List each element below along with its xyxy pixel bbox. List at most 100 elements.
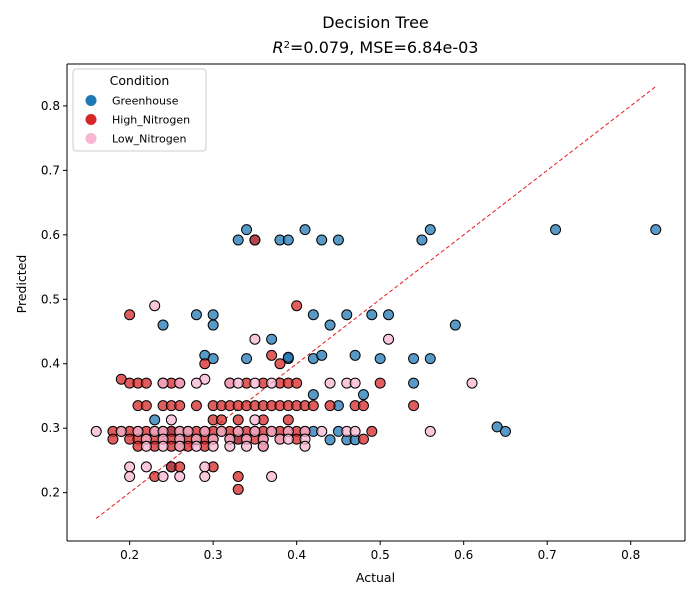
data-point — [107, 433, 119, 445]
chart-subtitle: R2=0.079, MSE=6.84e-03 — [273, 38, 479, 57]
data-point — [241, 224, 253, 236]
data-point — [357, 433, 369, 445]
x-tick-label: 0.8 — [621, 548, 640, 562]
data-point — [207, 353, 219, 365]
data-point — [408, 377, 420, 389]
data-point — [550, 224, 562, 236]
data-point — [174, 461, 186, 473]
data-point — [307, 400, 319, 412]
y-tick-label: 0.3 — [41, 421, 60, 435]
data-point — [357, 389, 369, 401]
data-point — [199, 358, 211, 370]
data-point — [282, 351, 294, 363]
data-point — [157, 377, 169, 389]
data-point — [357, 400, 369, 412]
data-point — [424, 224, 436, 236]
y-tick-label: 0.8 — [41, 99, 60, 113]
y-tick-label: 0.4 — [41, 357, 60, 371]
data-point — [249, 414, 261, 426]
data-point — [466, 377, 478, 389]
data-point — [266, 349, 278, 361]
data-point — [207, 440, 219, 452]
x-axis-label: Actual — [356, 570, 395, 585]
data-point — [491, 421, 503, 433]
data-point — [324, 400, 336, 412]
data-point — [650, 224, 662, 236]
data-point — [299, 224, 311, 236]
data-point — [174, 377, 186, 389]
data-point — [140, 461, 152, 473]
y-tick-label: 0.5 — [41, 292, 60, 306]
data-point — [207, 319, 219, 331]
legend-label-greenhouse: Greenhouse — [112, 95, 179, 108]
data-point — [182, 425, 194, 437]
data-point — [274, 358, 286, 370]
data-point — [241, 353, 253, 365]
data-point — [266, 425, 278, 437]
data-point — [190, 400, 202, 412]
data-point — [140, 400, 152, 412]
data-point — [316, 425, 328, 437]
subtitle-metrics: =0.079, MSE=6.84e-03 — [290, 38, 478, 57]
data-point — [316, 234, 328, 246]
data-point — [324, 319, 336, 331]
data-point — [499, 425, 511, 437]
data-point — [140, 440, 152, 452]
data-point — [199, 471, 211, 483]
legend-frame — [72, 68, 207, 152]
data-point — [165, 414, 177, 426]
x-tick-label: 0.3 — [204, 548, 223, 562]
y-tick-label: 0.2 — [41, 486, 60, 500]
x-tick-label: 0.7 — [538, 548, 557, 562]
data-point — [190, 440, 202, 452]
data-point — [241, 440, 253, 452]
data-point — [408, 400, 420, 412]
data-point — [124, 471, 136, 483]
data-point — [408, 353, 420, 365]
data-point — [232, 414, 244, 426]
data-point — [232, 377, 244, 389]
legend-marker-low-nitrogen — [85, 133, 97, 144]
data-point — [332, 234, 344, 246]
scatter-points — [90, 224, 662, 495]
data-point — [207, 309, 219, 321]
y-tick-label: 0.6 — [41, 228, 60, 242]
data-point — [266, 333, 278, 345]
data-point — [190, 309, 202, 321]
data-point — [90, 425, 102, 437]
data-point — [349, 377, 361, 389]
subtitle-r: R — [273, 38, 284, 57]
data-point — [249, 425, 261, 437]
legend-label-low-nitrogen: Low_Nitrogen — [112, 133, 187, 146]
data-point — [216, 414, 227, 426]
data-point — [174, 440, 186, 452]
data-point — [424, 353, 436, 365]
data-point — [174, 400, 186, 412]
data-point — [349, 425, 361, 437]
data-point — [291, 377, 303, 389]
data-point — [249, 377, 261, 389]
data-point — [174, 471, 186, 483]
data-point — [307, 389, 319, 401]
data-point — [124, 309, 136, 321]
data-point — [266, 471, 278, 483]
subtitle-superscript: 2 — [284, 40, 290, 51]
data-point — [366, 309, 378, 321]
data-point — [149, 414, 161, 426]
data-point — [349, 349, 361, 361]
axes-group: 0.2 0.3 0.4 0.5 0.6 0.7 0.8 0.2 0.3 0.4 0.5 0.6 0.7 0… — [41, 63, 686, 562]
legend-marker-greenhouse — [85, 95, 97, 106]
data-point — [232, 471, 244, 483]
data-point — [232, 483, 244, 495]
data-point — [424, 425, 436, 437]
data-point — [257, 440, 269, 452]
x-tick-label: 0.4 — [287, 548, 306, 562]
data-point — [282, 234, 294, 246]
legend-label-high-nitrogen: High_Nitrogen — [112, 114, 190, 127]
data-point — [149, 300, 161, 312]
data-point — [199, 425, 211, 437]
data-point — [307, 309, 319, 321]
legend-marker-high-nitrogen — [85, 114, 97, 125]
x-tick-label: 0.6 — [454, 548, 473, 562]
